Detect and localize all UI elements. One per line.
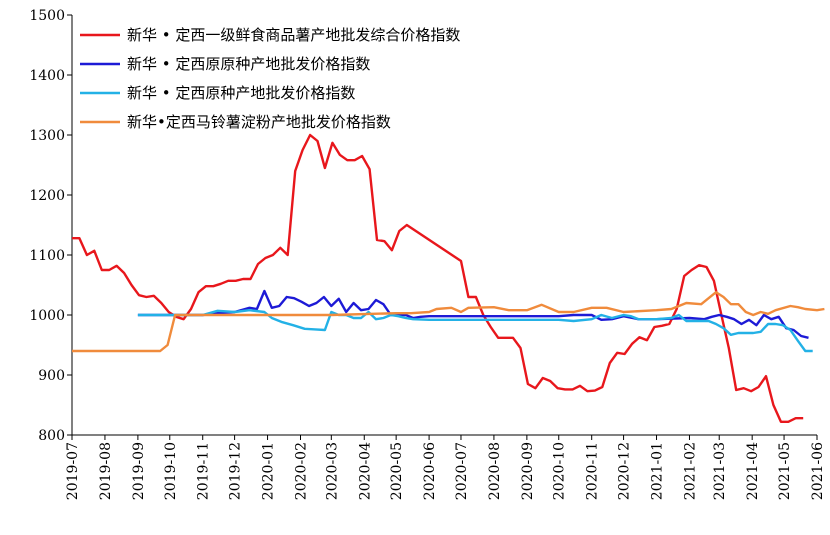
y-tick-label: 1300 bbox=[29, 128, 65, 144]
x-tick-label: 2019-11 bbox=[196, 442, 212, 500]
x-tick-label: 2020-09 bbox=[520, 442, 536, 500]
x-tick-label: 2021-02 bbox=[682, 442, 698, 500]
x-tick-label: 2020-11 bbox=[585, 442, 601, 500]
x-tick-label: 2021-03 bbox=[712, 442, 728, 500]
legend-label-3: 新华 • 定西原种产地批发价格指数 bbox=[127, 84, 355, 102]
y-tick-label: 1200 bbox=[29, 188, 65, 204]
x-tick-label: 2021-01 bbox=[650, 442, 666, 500]
x-tick-label: 2020-05 bbox=[389, 442, 405, 500]
series-line-4 bbox=[72, 291, 825, 353]
x-tick-label: 2021-04 bbox=[745, 442, 761, 500]
legend-label-2: 新华 • 定西原原种产地批发价格指数 bbox=[127, 55, 370, 73]
x-tick-label: 2020-03 bbox=[324, 442, 340, 500]
x-tick-label: 2019-08 bbox=[98, 442, 114, 500]
axes: 800 900 1000 1100 1200 1300 1400 1500 2019-07 201… bbox=[29, 8, 826, 500]
y-tick-label: 1100 bbox=[29, 248, 65, 264]
series-layer bbox=[72, 133, 825, 423]
series-line-1 bbox=[72, 133, 804, 423]
x-tick-label: 2019-10 bbox=[163, 442, 179, 500]
x-tick-label: 2020-02 bbox=[293, 442, 309, 500]
x-tick-label: 2020-12 bbox=[617, 442, 633, 500]
x-tick-label: 2020-06 bbox=[422, 442, 438, 500]
legend-label-1: 新华 • 定西一级鲜食商品薯产地批发综合价格指数 bbox=[127, 26, 460, 44]
x-tick-label: 2019-09 bbox=[131, 442, 147, 500]
series-line-3 bbox=[137, 309, 813, 353]
x-tick-label: 2020-07 bbox=[454, 442, 470, 500]
legend-label-4: 新华•定西马铃薯淀粉产地批发价格指数 bbox=[127, 113, 391, 131]
y-tick-label: 1500 bbox=[29, 8, 65, 24]
x-tick-label: 2020-04 bbox=[357, 442, 373, 500]
x-tick-label: 2021-06 bbox=[810, 442, 826, 500]
y-tick-label: 900 bbox=[38, 368, 65, 384]
x-tick-label: 2020-01 bbox=[261, 442, 277, 500]
x-tick-label: 2020-08 bbox=[487, 442, 503, 500]
y-tick-label: 800 bbox=[38, 428, 65, 444]
x-tick-label: 2020-10 bbox=[552, 442, 568, 500]
x-tick-label: 2019-12 bbox=[228, 442, 244, 500]
y-tick-label: 1400 bbox=[29, 68, 65, 84]
x-tick-label: 2021-05 bbox=[777, 442, 793, 500]
series-line-2 bbox=[137, 289, 809, 339]
x-tick-label: 2019-07 bbox=[65, 442, 81, 500]
y-tick-label: 1000 bbox=[29, 308, 65, 324]
